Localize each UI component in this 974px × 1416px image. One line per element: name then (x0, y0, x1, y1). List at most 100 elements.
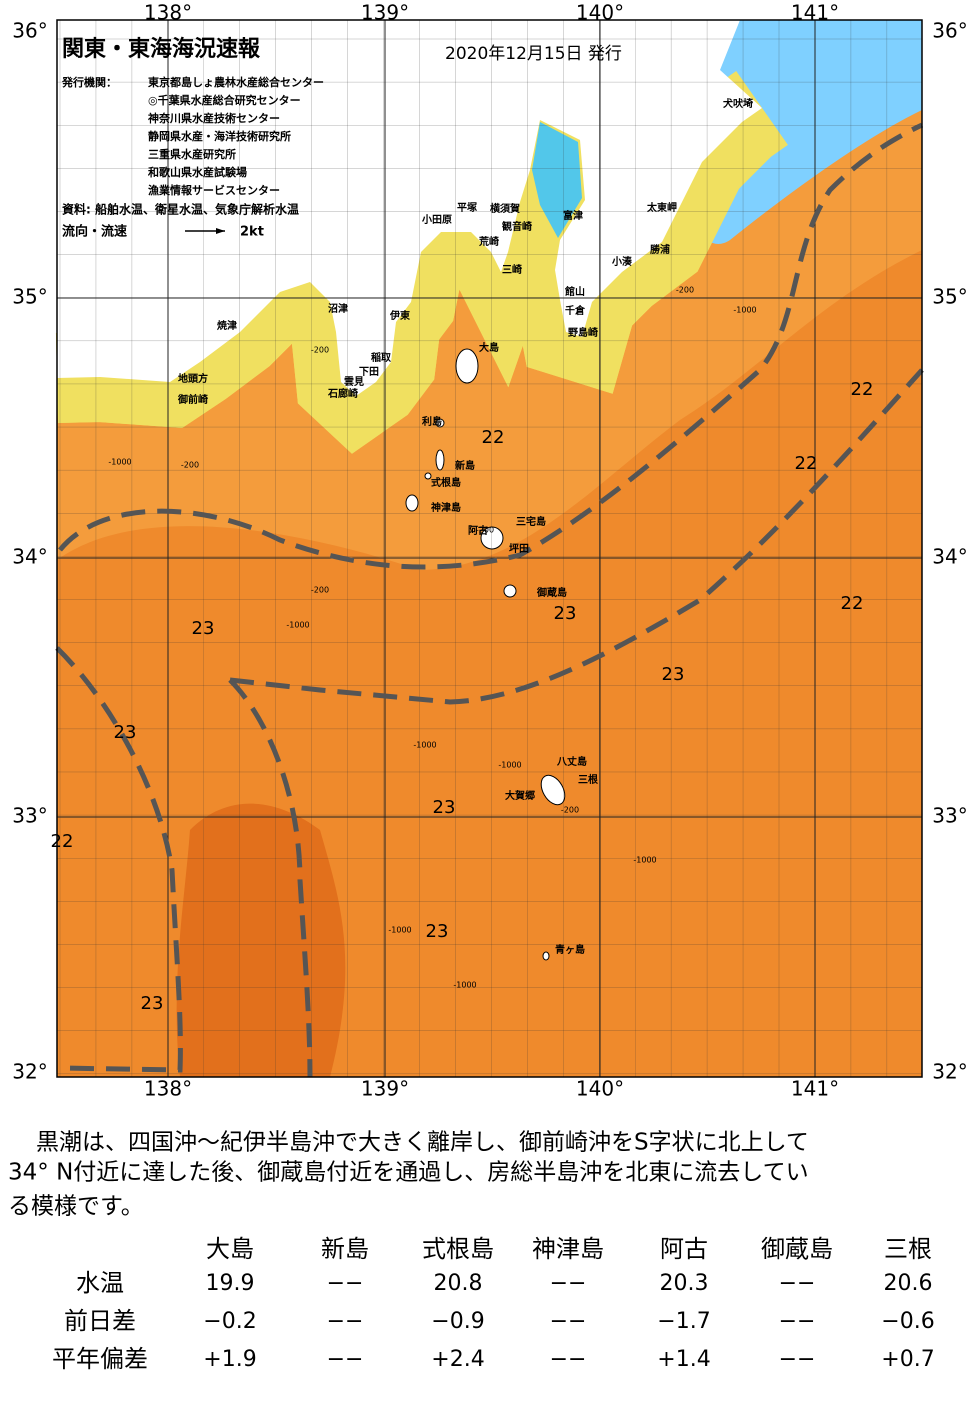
kuroshio-axis (55, 122, 924, 1078)
table-cell: +0.7 (881, 1347, 934, 1372)
land (57, 20, 762, 396)
place-name: 犬吠埼 (723, 97, 753, 110)
table-cell: −0.6 (881, 1309, 934, 1334)
table-cell: 19.9 (206, 1271, 255, 1296)
table-cell: −1.7 (657, 1309, 710, 1334)
temperature-label: 23 (662, 664, 685, 685)
lat-label: 32° (12, 1060, 47, 1084)
row-label: 平年偏差 (52, 1345, 148, 1373)
lat-label: 34° (932, 545, 967, 569)
temperature-label: 22 (795, 453, 818, 474)
island (435, 449, 445, 471)
temperature-label: 23 (114, 722, 137, 743)
islands (405, 348, 566, 961)
lat-label: 36° (12, 19, 47, 43)
place-name: 荒崎 (478, 235, 499, 248)
depth-label: -1000 (413, 741, 436, 750)
lon-label: 141° (791, 1077, 839, 1101)
island (455, 348, 479, 384)
table-header: 式根島 (422, 1235, 494, 1263)
temperature-label: 23 (141, 993, 164, 1014)
place-name: 青ヶ島 (555, 943, 585, 956)
lon-label: 139° (361, 1077, 409, 1101)
depth-label: -200 (181, 461, 199, 470)
temperature-label: 22 (51, 831, 74, 852)
depth-label: -200 (676, 286, 694, 295)
tokyo-bay (532, 122, 582, 238)
temperature-label: 22 (482, 427, 505, 448)
place-name: 太東岬 (646, 201, 677, 214)
depth-label: -1000 (108, 458, 131, 467)
depth-label: -1000 (286, 621, 309, 630)
island (540, 774, 566, 806)
place-name: 神津島 (431, 501, 461, 514)
place-name: 三崎 (502, 263, 522, 276)
lat-label: 33° (12, 804, 47, 828)
place-name: 小湊 (611, 255, 633, 268)
temperature-label: 23 (554, 603, 577, 624)
table-cell: −− (779, 1309, 816, 1334)
lat-label: 36° (932, 19, 967, 43)
place-name: 八丈島 (556, 755, 587, 768)
depth-label: -200 (561, 806, 579, 815)
description-line: 34° N付近に達した後、御蔵島付近を通過し、房総半島沖を北東に流去してい (8, 1160, 809, 1186)
place-name: 富津 (563, 209, 583, 222)
table-cell: −− (779, 1271, 816, 1296)
depth-label: -200 (311, 586, 329, 595)
place-name: 阿古 (468, 524, 488, 537)
temperature-label: 23 (192, 618, 215, 639)
table-cell: 20.8 (434, 1271, 483, 1296)
lon-label: 138° (144, 1, 192, 25)
lat-label: 35° (932, 285, 967, 309)
table-cell: +2.4 (431, 1347, 484, 1372)
lat-label: 33° (932, 804, 967, 828)
table-cell: +1.9 (203, 1347, 256, 1372)
table-cell: −− (550, 1347, 587, 1372)
temperature-label: 23 (426, 921, 449, 942)
table-header: 大島 (206, 1235, 254, 1263)
place-name: 勝浦 (650, 243, 670, 256)
table-header: 三根 (884, 1235, 932, 1263)
lon-label: 138° (144, 1077, 192, 1101)
lon-label: 141° (791, 1, 839, 25)
place-name: 大賀郷 (505, 789, 535, 802)
place-name: 下田 (359, 366, 379, 378)
description-line: 黒潮は、四国沖～紀伊半島沖で大きく離岸し、御前崎沖をS字状に北上して (36, 1130, 809, 1156)
table-cell: 20.3 (660, 1271, 709, 1296)
place-name: 野島崎 (568, 326, 598, 339)
agency: 三重県水産研究所 (148, 147, 236, 161)
place-name: 三根 (578, 773, 598, 786)
table-cell: −0.2 (203, 1309, 256, 1334)
depth-label: -1000 (498, 761, 521, 770)
cold-water (691, 20, 922, 244)
depth-label: -1000 (453, 981, 476, 990)
agency: 静岡県水産・海洋技術研究所 (148, 129, 291, 143)
lat-label: 34° (12, 545, 47, 569)
table-cell: 20.6 (884, 1271, 933, 1296)
depth-label: -1000 (633, 856, 656, 865)
place-name: 坪田 (509, 542, 529, 555)
flow-scale: 2kt (240, 225, 264, 240)
island (424, 472, 432, 480)
agency: 神奈川県水産技術センター (148, 111, 280, 125)
agency: ◎千葉県水産総合研究センター (148, 93, 301, 107)
agency: 漁業情報サービスセンター (148, 183, 280, 197)
lon-label: 140° (576, 1077, 624, 1101)
flow-arrow-head (216, 228, 225, 234)
place-name: 小田原 (421, 213, 452, 226)
table-cell: −− (550, 1271, 587, 1296)
kuroshio-line (228, 678, 313, 1078)
place-name: 三宅島 (516, 515, 546, 528)
sources: 資料: 船舶水温、衛星水温、気象庁解析水温 (62, 202, 299, 217)
temperature-label: 23 (433, 797, 456, 818)
table-cell: −− (327, 1271, 364, 1296)
depth-label: -1000 (388, 926, 411, 935)
table-cell: −− (327, 1347, 364, 1372)
table-cell: −0.9 (431, 1309, 484, 1334)
agency-label: 発行機関： (61, 75, 117, 89)
table-cell: −− (550, 1309, 587, 1334)
table-header: 神津島 (532, 1235, 604, 1263)
agency: 和歌山県水産試験場 (148, 165, 247, 179)
